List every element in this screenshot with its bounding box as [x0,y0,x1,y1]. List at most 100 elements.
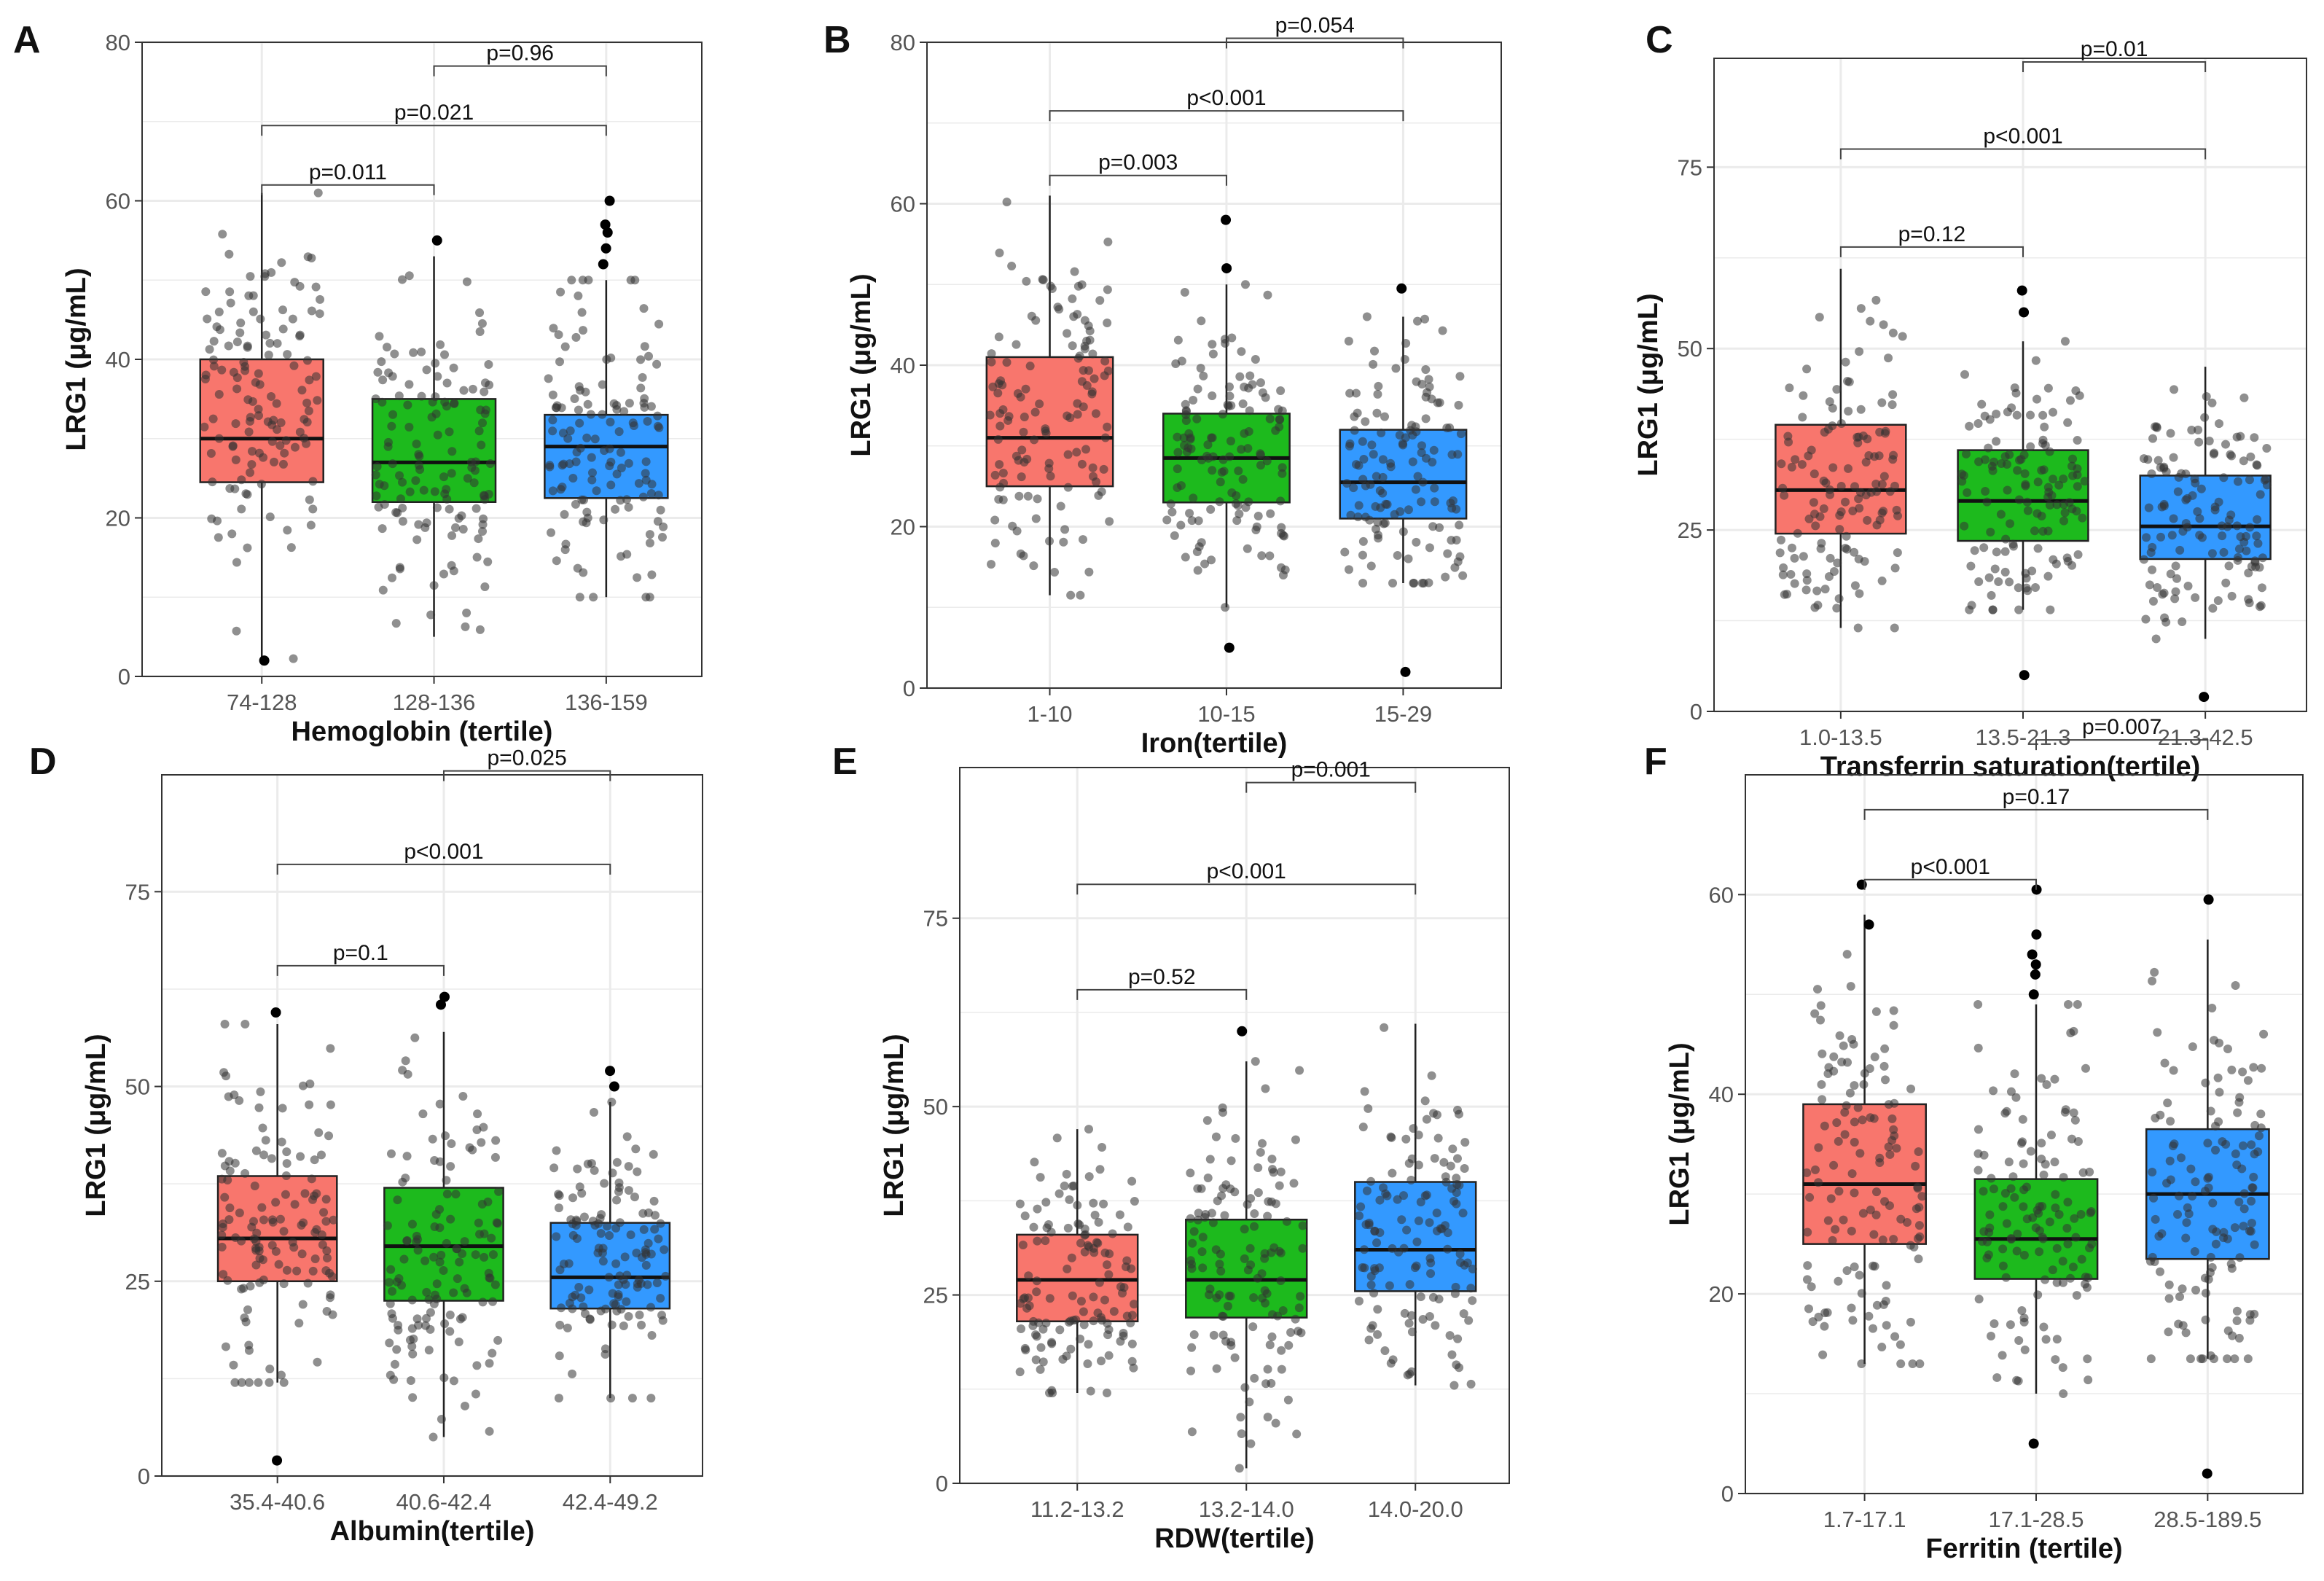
data-point [1095,1278,1104,1287]
data-point [1998,1202,2008,1211]
data-point [435,1257,445,1267]
data-point [2073,482,2082,491]
data-point [1103,422,1112,432]
data-point [605,444,614,453]
data-point [283,350,292,359]
data-point [1845,1088,1855,1098]
data-point [615,1218,625,1227]
data-point [283,526,292,535]
data-point [2159,501,2169,511]
data-point [275,1214,285,1224]
data-point [2045,501,2054,510]
data-point [1884,354,1893,363]
data-point [254,1378,263,1387]
data-point [987,349,996,359]
data-point [246,1281,255,1291]
data-point [2033,544,2043,553]
data-point [1218,1184,1228,1193]
data-point [2262,480,2272,490]
data-point [2221,578,2231,587]
data-point [1817,1080,1826,1089]
x-tick-label: 13.2-14.0 [1199,1496,1294,1522]
data-point [2058,1257,2067,1266]
data-point [1260,1254,1269,1263]
data-point [572,1217,582,1226]
data-point [994,332,1003,342]
data-point [1456,429,1466,439]
box-group-3 [2145,894,2270,1479]
data-point [570,394,579,404]
data-point [1278,463,1287,472]
data-point [600,1344,610,1354]
data-point [563,434,573,443]
data-point [392,1277,402,1287]
data-point [393,508,402,518]
data-point [1841,357,1850,367]
x-tick-label: 13.5-21.3 [1976,725,2071,750]
data-point [1406,1311,1416,1320]
data-point [1063,450,1073,459]
data-point [590,1166,599,1175]
data-point [1084,321,1093,330]
data-point [2149,1193,2159,1203]
data-point [217,1242,227,1252]
data-point [274,1260,283,1269]
data-point [641,1249,651,1259]
data-point [1089,1316,1098,1326]
significance-bracket [433,65,607,77]
data-point [1250,1209,1259,1219]
data-point [261,330,270,340]
data-point [1836,482,1846,491]
data-point [638,492,648,501]
data-point [619,407,629,416]
data-point [1023,1293,1033,1303]
significance-bracket [276,964,445,976]
data-point [205,345,214,354]
data-point [2014,1336,2024,1346]
data-point [391,619,401,628]
data-point [1267,1248,1276,1257]
x-tick-label: 136-159 [565,690,648,715]
data-point [1985,1210,1995,1219]
data-point [1990,1319,1999,1329]
data-point [1430,483,1439,493]
data-point [2031,356,2041,365]
data-point [1848,1316,1858,1325]
data-point [2081,1063,2090,1073]
data-point [1816,544,1826,553]
data-point [1209,1330,1218,1340]
data-point [1340,547,1350,557]
data-point [384,1278,394,1287]
data-point [1173,335,1183,345]
data-point [2176,1153,2186,1163]
data-point [2072,1291,2081,1300]
data-point [1036,1173,1045,1182]
data-point [2158,590,2167,599]
data-point [2043,571,2053,581]
data-point [1400,1308,1409,1318]
data-point [614,427,624,437]
data-point [1345,439,1355,448]
data-point [571,332,581,342]
data-point [612,1306,622,1316]
data-point [1060,525,1070,534]
data-point [1050,568,1060,577]
data-point [1087,387,1097,397]
data-point [643,1280,652,1289]
data-point [2213,1073,2223,1082]
data-point [576,443,585,453]
data-point [565,1298,574,1308]
data-point [1258,1293,1267,1303]
data-point [1378,455,1388,464]
data-point [2042,1080,2051,1089]
x-tick-label: 28.5-189.5 [2153,1507,2261,1532]
outlier-point [439,991,450,1002]
data-point [2026,442,2035,451]
data-point [235,1096,244,1105]
data-point [1237,1429,1246,1439]
data-point [1193,1215,1202,1225]
data-point [387,421,396,431]
data-point [2256,601,2266,610]
data-point [587,468,597,477]
data-point [1294,1303,1304,1313]
